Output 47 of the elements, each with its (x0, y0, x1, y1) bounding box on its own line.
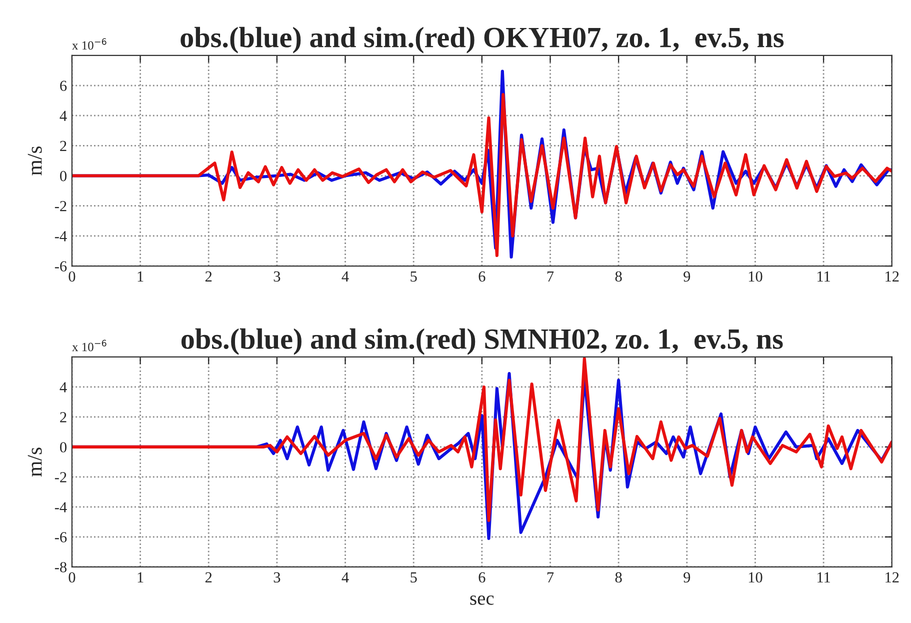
y-tick-label: 4 (60, 110, 67, 121)
y-tick-label: -6 (54, 261, 67, 272)
x-tick-label: 10 (748, 572, 762, 583)
y-axis-title: m/s (28, 146, 42, 176)
x-tick-label: 9 (684, 271, 690, 282)
x-tick-label: 12 (886, 572, 899, 582)
x-tick-label: 9 (684, 572, 690, 583)
x-tick-label: 12 (886, 271, 899, 282)
x-tick-label: 11 (818, 572, 830, 582)
x-tick-label: 11 (818, 271, 830, 282)
x-tick-label: 0 (68, 271, 76, 282)
chart-title: obs.(blue) and sim.(red) SMNH02, zo. 1, ev.5, ns (181, 328, 783, 355)
x-tick-label: 4 (342, 271, 349, 282)
x-tick-label: 7 (547, 271, 554, 282)
y-tick-label: -4 (54, 231, 67, 242)
x-tick-label: 1 (138, 271, 144, 282)
x-tick-label: 4 (342, 572, 349, 582)
x-tick-label: 3 (274, 572, 280, 583)
x-tick-label: 5 (410, 572, 417, 583)
x-tick-label: 2 (205, 572, 212, 582)
x-tick-label: 10 (748, 271, 762, 282)
x-tick-label: 5 (410, 271, 417, 282)
x-tick-label: 1 (138, 572, 144, 582)
x-tick-label: 8 (615, 271, 622, 282)
y-tick-label: 6 (60, 80, 67, 91)
y-tick-label: 2 (60, 412, 66, 422)
x-tick-label: 8 (615, 572, 622, 583)
y-tick-label: -2 (54, 472, 66, 482)
x-axis-title: sec (470, 596, 494, 605)
y-tick-label: -2 (54, 201, 66, 212)
x-tick-label: 6 (478, 271, 486, 282)
x-tick-label: 3 (274, 271, 280, 282)
y-tick-label: 0 (60, 170, 67, 182)
y-tick-label: -8 (54, 562, 67, 572)
y-tick-label: -6 (54, 532, 67, 542)
y-axis-title: m/s (28, 448, 42, 477)
x-tick-label: 6 (478, 572, 486, 583)
text: x 10$^{−6}$ (72, 340, 106, 352)
y-tick-label: 4 (60, 382, 67, 392)
x-tick-label: 7 (547, 572, 554, 582)
chart-title: obs.(blue) and sim.(red) OKYH07, zo. 1, ev.5, ns (180, 26, 784, 54)
y-tick-label: 2 (60, 140, 66, 151)
x-tick-label: 2 (205, 271, 212, 282)
x-tick-label: 0 (68, 572, 76, 583)
y-tick-label: 0 (60, 442, 67, 452)
y-tick-label: -4 (54, 502, 67, 512)
text: x 10$^{−6}$ (72, 38, 106, 50)
